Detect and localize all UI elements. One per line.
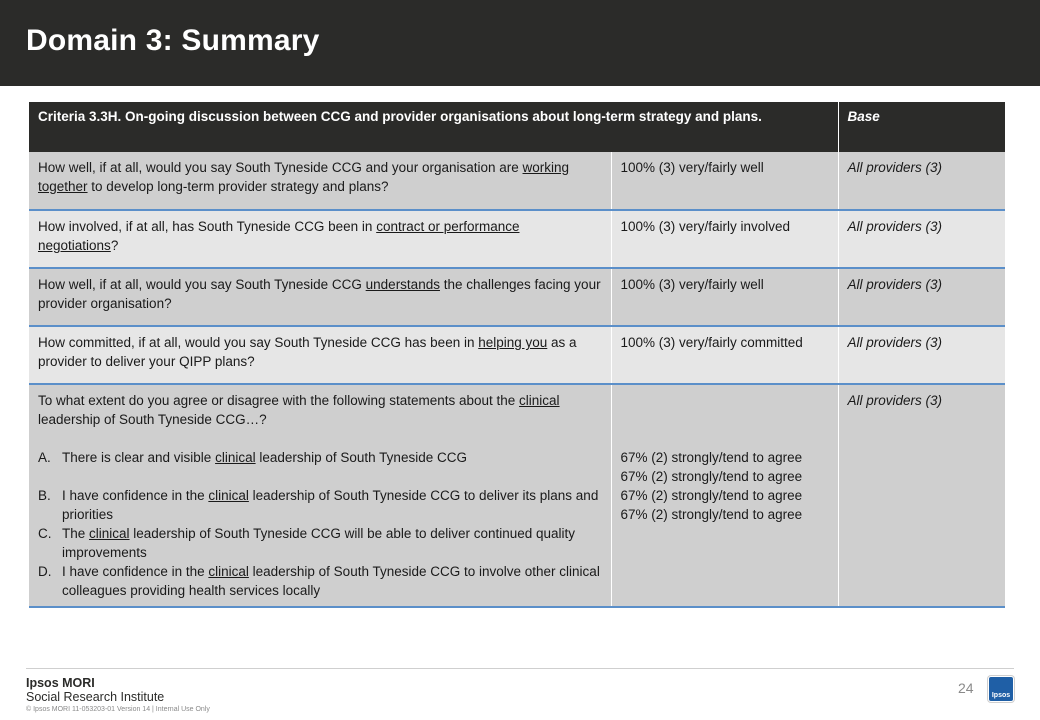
page-number: 24 (958, 680, 974, 696)
question-cell: How committed, if at all, would you say … (29, 326, 611, 385)
title-bar: Domain 3: Summary (0, 0, 1040, 86)
question-text: How well, if at all, would you say South… (38, 160, 523, 175)
criteria-header: Criteria 3.3H. On-going discussion betwe… (29, 102, 839, 152)
summary-table: Criteria 3.3H. On-going discussion betwe… (29, 102, 1006, 608)
statement-letter: B. (38, 488, 51, 503)
result-cell: 100% (3) very/fairly well (610, 268, 839, 327)
statement-text: leadership of South Tyneside CCG (255, 450, 467, 465)
base-cell: All providers (3) (837, 268, 1006, 327)
question-text: the challenges facing your provider orga… (38, 277, 601, 311)
question-text: To what extent do you agree or disagree … (38, 393, 520, 408)
question-text: How committed, if at all, would you say … (38, 335, 479, 350)
statement-emphasis: clinical (89, 526, 130, 541)
brand-name: Ipsos MORI (26, 676, 95, 690)
page-title: Domain 3: Summary (26, 24, 320, 57)
statement-a-result: 67% (2) strongly/tend to agree (620, 450, 803, 465)
statement-emphasis: clinical (208, 488, 249, 503)
statement-emphasis: clinical (208, 564, 249, 579)
result-cell: 67% (2) strongly/tend to agree 67% (2) s… (610, 384, 839, 608)
question-emphasis: helping you (478, 335, 548, 350)
question-cell: How well, if at all, would you say South… (29, 152, 611, 211)
statement-emphasis: clinical (215, 450, 256, 465)
question-text: as a provider to deliver your QIPP plans… (38, 335, 577, 369)
question-text: leadership of South Tyneside CCG…? (38, 412, 267, 427)
statement-text: leadership of South Tyneside CCG will be… (62, 526, 576, 560)
statement-text: leadership of South Tyneside CCG to invo… (62, 564, 600, 598)
copyright-text: © Ipsos MORI 11-053203-01 Version 14 | I… (26, 706, 210, 713)
base-cell: All providers (3) (837, 210, 1006, 269)
question-emphasis: contract or performance negotiations (38, 219, 520, 253)
question-text: to develop long-term provider strategy a… (87, 179, 389, 194)
statement-c-result: 67% (2) strongly/tend to agree (620, 488, 803, 503)
result-cell: 100% (3) very/fairly involved (610, 210, 839, 269)
brand-subtitle: Social Research Institute (26, 690, 165, 704)
statement-d: D. I have confidence in the clinical lead… (38, 562, 602, 600)
footer-divider (26, 668, 1014, 669)
clinical-intro: To what extent do you agree or disagree … (38, 391, 602, 429)
question-text: How well, if at all, would you say South… (38, 277, 366, 292)
result-cell: 100% (3) very/fairly well (610, 152, 839, 211)
statement-letter: D. (38, 564, 52, 579)
question-text: How involved, if at all, has South Tynes… (38, 219, 377, 234)
statement-text: There is clear and visible (62, 450, 216, 465)
table-row: How well, if at all, would you say South… (29, 152, 1006, 211)
result-cell: 100% (3) very/fairly committed (610, 326, 839, 385)
statement-d-result: 67% (2) strongly/tend to agree (620, 507, 803, 522)
table-row: How well, if at all, would you say South… (29, 268, 1006, 327)
brand-block: Ipsos MORI Social Research Institute (26, 676, 164, 704)
ipsos-logo-icon: Ipsos (988, 676, 1014, 702)
question-emphasis: understands (365, 277, 440, 292)
statement-text: I have confidence in the (62, 564, 209, 579)
table-row: How committed, if at all, would you say … (29, 326, 1006, 385)
question-emphasis: working together (38, 160, 570, 194)
base-cell: All providers (3) (837, 384, 1006, 608)
statement-b-result: 67% (2) strongly/tend to agree (620, 469, 803, 484)
statement-letter: A. (38, 450, 51, 465)
statement-text: leadership of South Tyneside CCG to deli… (62, 488, 599, 522)
statement-text: The (62, 526, 90, 541)
table-row: How involved, if at all, has South Tynes… (29, 210, 1006, 269)
statement-letter: C. (38, 526, 52, 541)
base-cell: All providers (3) (837, 326, 1006, 385)
question-cell: To what extent do you agree or disagree … (29, 384, 611, 608)
base-header: Base (837, 102, 1006, 152)
question-cell: How involved, if at all, has South Tynes… (29, 210, 611, 269)
logo-text: Ipsos (991, 692, 1011, 699)
base-cell: All providers (3) (837, 152, 1006, 211)
table-row: To what extent do you agree or disagree … (29, 384, 1006, 608)
statement-c: C. The clinical leadership of South Tynes… (38, 524, 602, 562)
statement-a: A. There is clear and visible clinical le… (38, 448, 602, 467)
statement-b: B. I have confidence in the clinical lead… (38, 486, 602, 524)
table-header-row: Criteria 3.3H. On-going discussion betwe… (29, 102, 1006, 152)
question-text: ? (110, 238, 119, 253)
question-emphasis: clinical (519, 393, 560, 408)
question-cell: How well, if at all, would you say South… (29, 268, 611, 327)
statement-text: I have confidence in the (62, 488, 209, 503)
